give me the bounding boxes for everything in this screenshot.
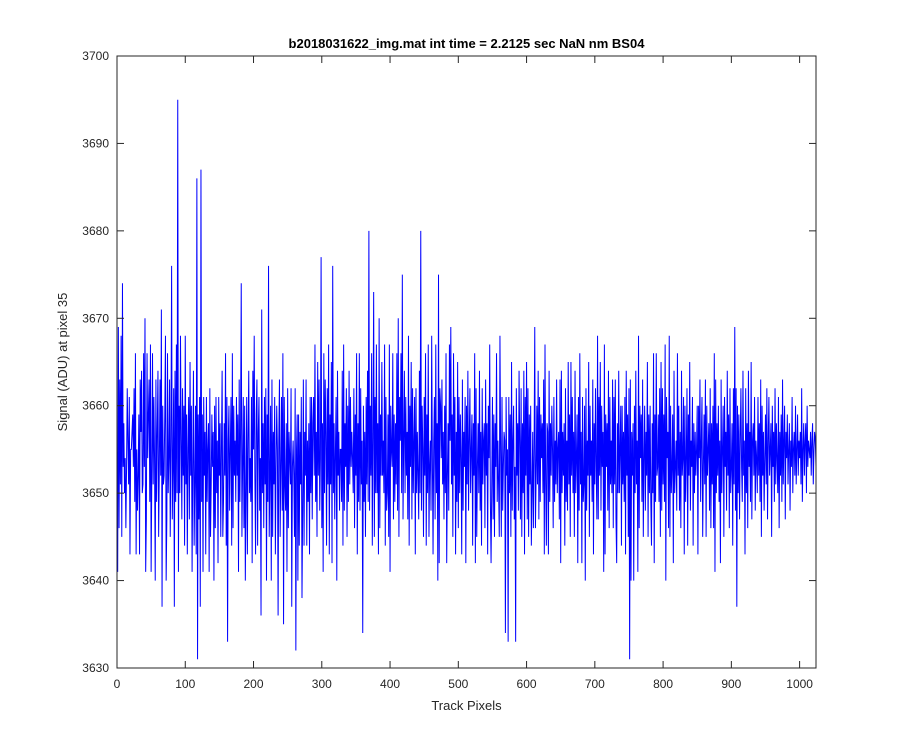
chart-title: b2018031622_img.mat int time = 2.2125 se… [289,36,646,51]
x-tick-label-700: 700 [585,677,605,691]
x-tick-label-300: 300 [312,677,332,691]
y-axis: 3630 3640 3650 3660 3670 3680 3690 3700 [82,49,816,675]
series-line-1 [117,99,816,660]
x-tick-label-1000: 1000 [786,677,813,691]
x-tick-label-600: 600 [517,677,537,691]
plot-area [117,56,816,668]
y-tick-label-3660: 3660 [82,399,109,413]
x-tick-label-0: 0 [114,677,121,691]
x-tick-label-100: 100 [175,677,195,691]
x-tick-label-500: 500 [448,677,468,691]
x-tick-label-200: 200 [244,677,264,691]
y-tick-label-3640: 3640 [82,574,109,588]
y-tick-label-3700: 3700 [82,49,109,63]
y-tick-label-3670: 3670 [82,311,109,325]
y-axis-label: Signal (ADU) at pixel 35 [55,293,70,432]
x-tick-label-900: 900 [721,677,741,691]
y-tick-label-3680: 3680 [82,224,109,238]
y-tick-label-3630: 3630 [82,661,109,675]
axes-box [116,55,817,669]
series-layer [117,99,816,660]
x-axis: 0 100 200 300 400 500 600 700 800 900 1000 [114,56,813,691]
x-tick-label-800: 800 [653,677,673,691]
x-axis-label: Track Pixels [431,698,502,713]
y-tick-label-3690: 3690 [82,136,109,150]
y-tick-label-3650: 3650 [82,486,109,500]
x-tick-label-400: 400 [380,677,400,691]
